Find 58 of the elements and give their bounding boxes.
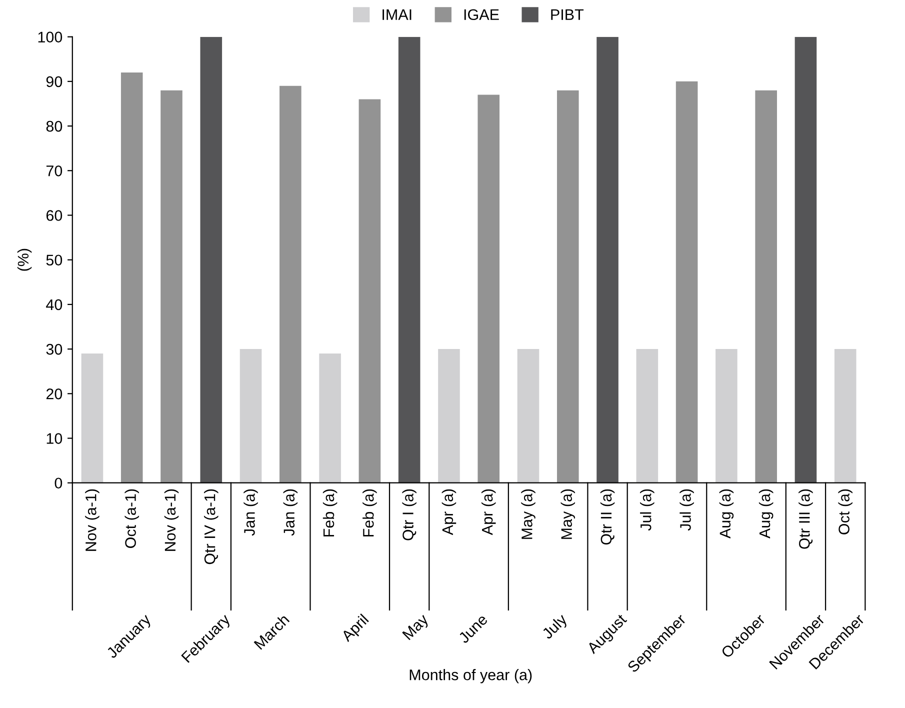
x-tick-label: Aug (a)	[758, 489, 774, 538]
y-tick-label: 90	[46, 76, 62, 88]
legend-label: PIBT	[551, 9, 584, 20]
bar	[200, 36, 222, 483]
x-tick-label: Apr (a)	[442, 489, 456, 536]
legend-label: IGAE	[464, 9, 499, 20]
bar	[240, 349, 262, 483]
bar	[755, 90, 777, 483]
x-tick-label: Feb (a)	[362, 489, 377, 536]
bar	[120, 72, 143, 483]
x-tick-label: Jul (a)	[640, 489, 654, 531]
bar	[596, 36, 618, 483]
y-tick-label: 30	[46, 344, 62, 355]
y-tick-label: 50	[46, 254, 62, 266]
y-tick-label: 80	[46, 120, 62, 132]
x-tick-label: Nov (a-1)	[164, 489, 179, 551]
x-tick-label: Jul (a)	[680, 489, 694, 531]
x-tick-label: Qtr IV (a-1)	[204, 489, 218, 564]
x-tick-label: Jan (a)	[283, 489, 298, 536]
text: July	[540, 612, 570, 642]
bar	[716, 349, 738, 483]
y-tick-label: 0	[54, 478, 62, 489]
bar	[438, 349, 460, 483]
x-tick-label: Oct (a-1)	[124, 489, 139, 548]
bar	[358, 99, 381, 483]
x-tick-label: May (a)	[521, 489, 536, 539]
x-tick-label: Aug (a)	[719, 489, 734, 538]
bar	[81, 354, 104, 483]
x-tick-label: May (a)	[560, 489, 576, 539]
x-tick-label: Feb (a)	[322, 489, 338, 536]
bar	[636, 349, 658, 483]
x-tick-label: Jan (a)	[244, 489, 258, 536]
x-tick-label: Qtr III (a)	[798, 489, 813, 549]
x-tick-label: Qtr I (a)	[402, 489, 416, 540]
y-tick-label: 10	[46, 433, 62, 444]
x-tick-label: Nov (a-1)	[85, 489, 100, 551]
legend-label: IMAI	[382, 9, 412, 20]
x-tick-label: Apr (a)	[481, 489, 496, 536]
bar	[517, 349, 540, 483]
y-tick-label: 70	[46, 165, 62, 176]
y-axis-title: (%)	[17, 248, 32, 271]
x-tick-label: Qtr II (a)	[600, 489, 615, 545]
y-tick-label: 60	[46, 210, 62, 221]
y-tick-label: 100	[38, 32, 62, 42]
bar	[319, 354, 341, 483]
bar	[834, 349, 856, 483]
text: May	[402, 613, 432, 642]
bar	[280, 86, 302, 483]
bar	[478, 94, 500, 483]
y-tick-label: 20	[46, 388, 62, 400]
text: Months of year (a)	[410, 669, 532, 684]
bar	[556, 90, 579, 483]
x-tick-label: Oct (a)	[838, 489, 852, 534]
bar	[676, 81, 698, 483]
bar	[160, 90, 182, 483]
bar	[398, 36, 420, 483]
bar	[794, 36, 817, 483]
y-tick-label: 40	[46, 299, 62, 310]
